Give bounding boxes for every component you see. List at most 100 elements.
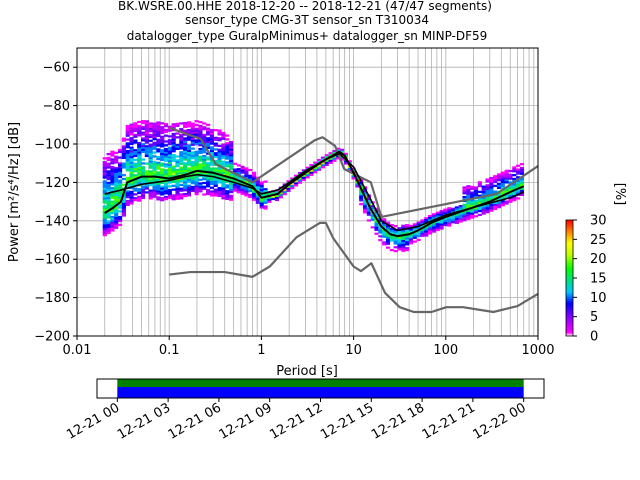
heatmap-cell (114, 213, 119, 216)
heatmap-cell (424, 222, 429, 226)
heatmap-cell (156, 142, 161, 145)
heatmap-cell (156, 140, 161, 143)
heatmap-cell (175, 176, 180, 179)
heatmap-cell (240, 188, 245, 192)
heatmap-cell (137, 151, 142, 154)
heatmap-cell (225, 145, 230, 149)
heatmap-cell (255, 180, 260, 183)
heatmap-cell (397, 238, 402, 241)
heatmap-cell (121, 202, 126, 206)
heatmap-cell (121, 183, 126, 186)
heatmap-cell (385, 221, 391, 224)
heatmap-cell (412, 232, 417, 236)
heatmap-cell (167, 194, 172, 198)
heatmap-cell (408, 242, 414, 245)
heatmap-cell (225, 138, 230, 141)
heatmap-cell (148, 122, 153, 125)
heatmap-cell (225, 195, 230, 199)
heatmap-cell (470, 204, 475, 208)
heatmap-cell (106, 174, 111, 177)
heatmap-cell (144, 129, 149, 133)
heatmap-cell (190, 189, 195, 192)
heatmap-cell (137, 124, 142, 127)
heatmap-cell (190, 122, 195, 125)
heatmap-cell (114, 155, 119, 158)
heatmap-cell (106, 189, 111, 192)
heatmap-cell (382, 225, 387, 229)
heatmap-cell (500, 177, 505, 180)
heatmap-cell (229, 144, 234, 148)
heatmap-cell (121, 152, 126, 156)
heatmap-cell (209, 136, 214, 139)
heatmap-cell (152, 184, 157, 187)
heatmap-cell (481, 191, 486, 194)
heatmap-cell (167, 181, 172, 184)
heatmap-cell (209, 132, 214, 136)
heatmap-cell (198, 130, 203, 133)
heatmap-cell (133, 133, 138, 136)
heatmap-cell (493, 190, 498, 193)
heatmap-cell (156, 131, 161, 134)
heatmap-cell (229, 173, 234, 176)
heatmap-cell (163, 128, 169, 132)
heatmap-cell (198, 142, 203, 145)
heatmap-cell (251, 190, 257, 194)
heatmap-cell (225, 134, 230, 137)
heatmap-cell (110, 189, 115, 192)
heatmap-cell (156, 177, 161, 180)
heatmap-cell (171, 125, 176, 128)
heatmap-cell (516, 172, 521, 175)
heatmap-cell (148, 164, 153, 167)
heatmap-cell (519, 193, 525, 196)
heatmap-cell (129, 192, 134, 195)
heatmap-cell (221, 172, 226, 175)
heatmap-cell (167, 129, 172, 132)
heatmap-cell (163, 196, 169, 199)
heatmap-cell (248, 188, 253, 191)
heatmap-cell (198, 172, 203, 176)
heatmap-cell (202, 158, 207, 162)
heatmap-cell (462, 203, 467, 206)
heatmap-cell (179, 166, 184, 169)
heatmap-cell (140, 139, 146, 142)
heatmap-cell (190, 187, 195, 191)
heatmap-cell (183, 168, 188, 171)
heatmap-cell (209, 159, 214, 162)
heatmap-cell (190, 157, 195, 160)
heatmap-cell (225, 193, 230, 197)
heatmap-cell (171, 173, 176, 176)
heatmap-cell (508, 185, 513, 188)
heatmap-cell (160, 158, 165, 161)
heatmap-cell (152, 186, 157, 189)
heatmap-cell (129, 142, 134, 146)
heatmap-cell (206, 169, 211, 173)
heatmap-cell (183, 183, 188, 186)
heatmap-cell (121, 154, 126, 158)
heatmap-cell (416, 234, 421, 238)
heatmap-cell (504, 200, 509, 203)
heatmap-cell (493, 202, 498, 205)
heatmap-cell (496, 198, 502, 201)
heatmap-cell (221, 183, 226, 186)
heatmap-cell (171, 136, 176, 139)
heatmap-cell (148, 145, 153, 148)
heatmap-cell (508, 189, 513, 192)
heatmap-cell (140, 121, 146, 125)
heatmap-cell (163, 148, 169, 151)
heatmap-cell (183, 133, 188, 136)
heatmap-cell (137, 165, 142, 168)
heatmap-cell (102, 163, 107, 166)
heatmap-cell (259, 187, 264, 190)
heatmap-cell (118, 217, 123, 221)
heatmap-cell (102, 218, 107, 221)
heatmap-cell (206, 162, 211, 165)
y-tick-label: −60 (43, 61, 70, 76)
y-tick-label: −80 (43, 99, 70, 114)
heatmap-cell (102, 172, 107, 175)
colorbar-tick-label: 20 (590, 252, 607, 267)
heatmap-cell (225, 165, 230, 168)
heatmap-cell (183, 158, 188, 161)
mode-line (104, 150, 525, 238)
heatmap-cell (271, 197, 276, 201)
heatmap-cell (263, 197, 268, 200)
